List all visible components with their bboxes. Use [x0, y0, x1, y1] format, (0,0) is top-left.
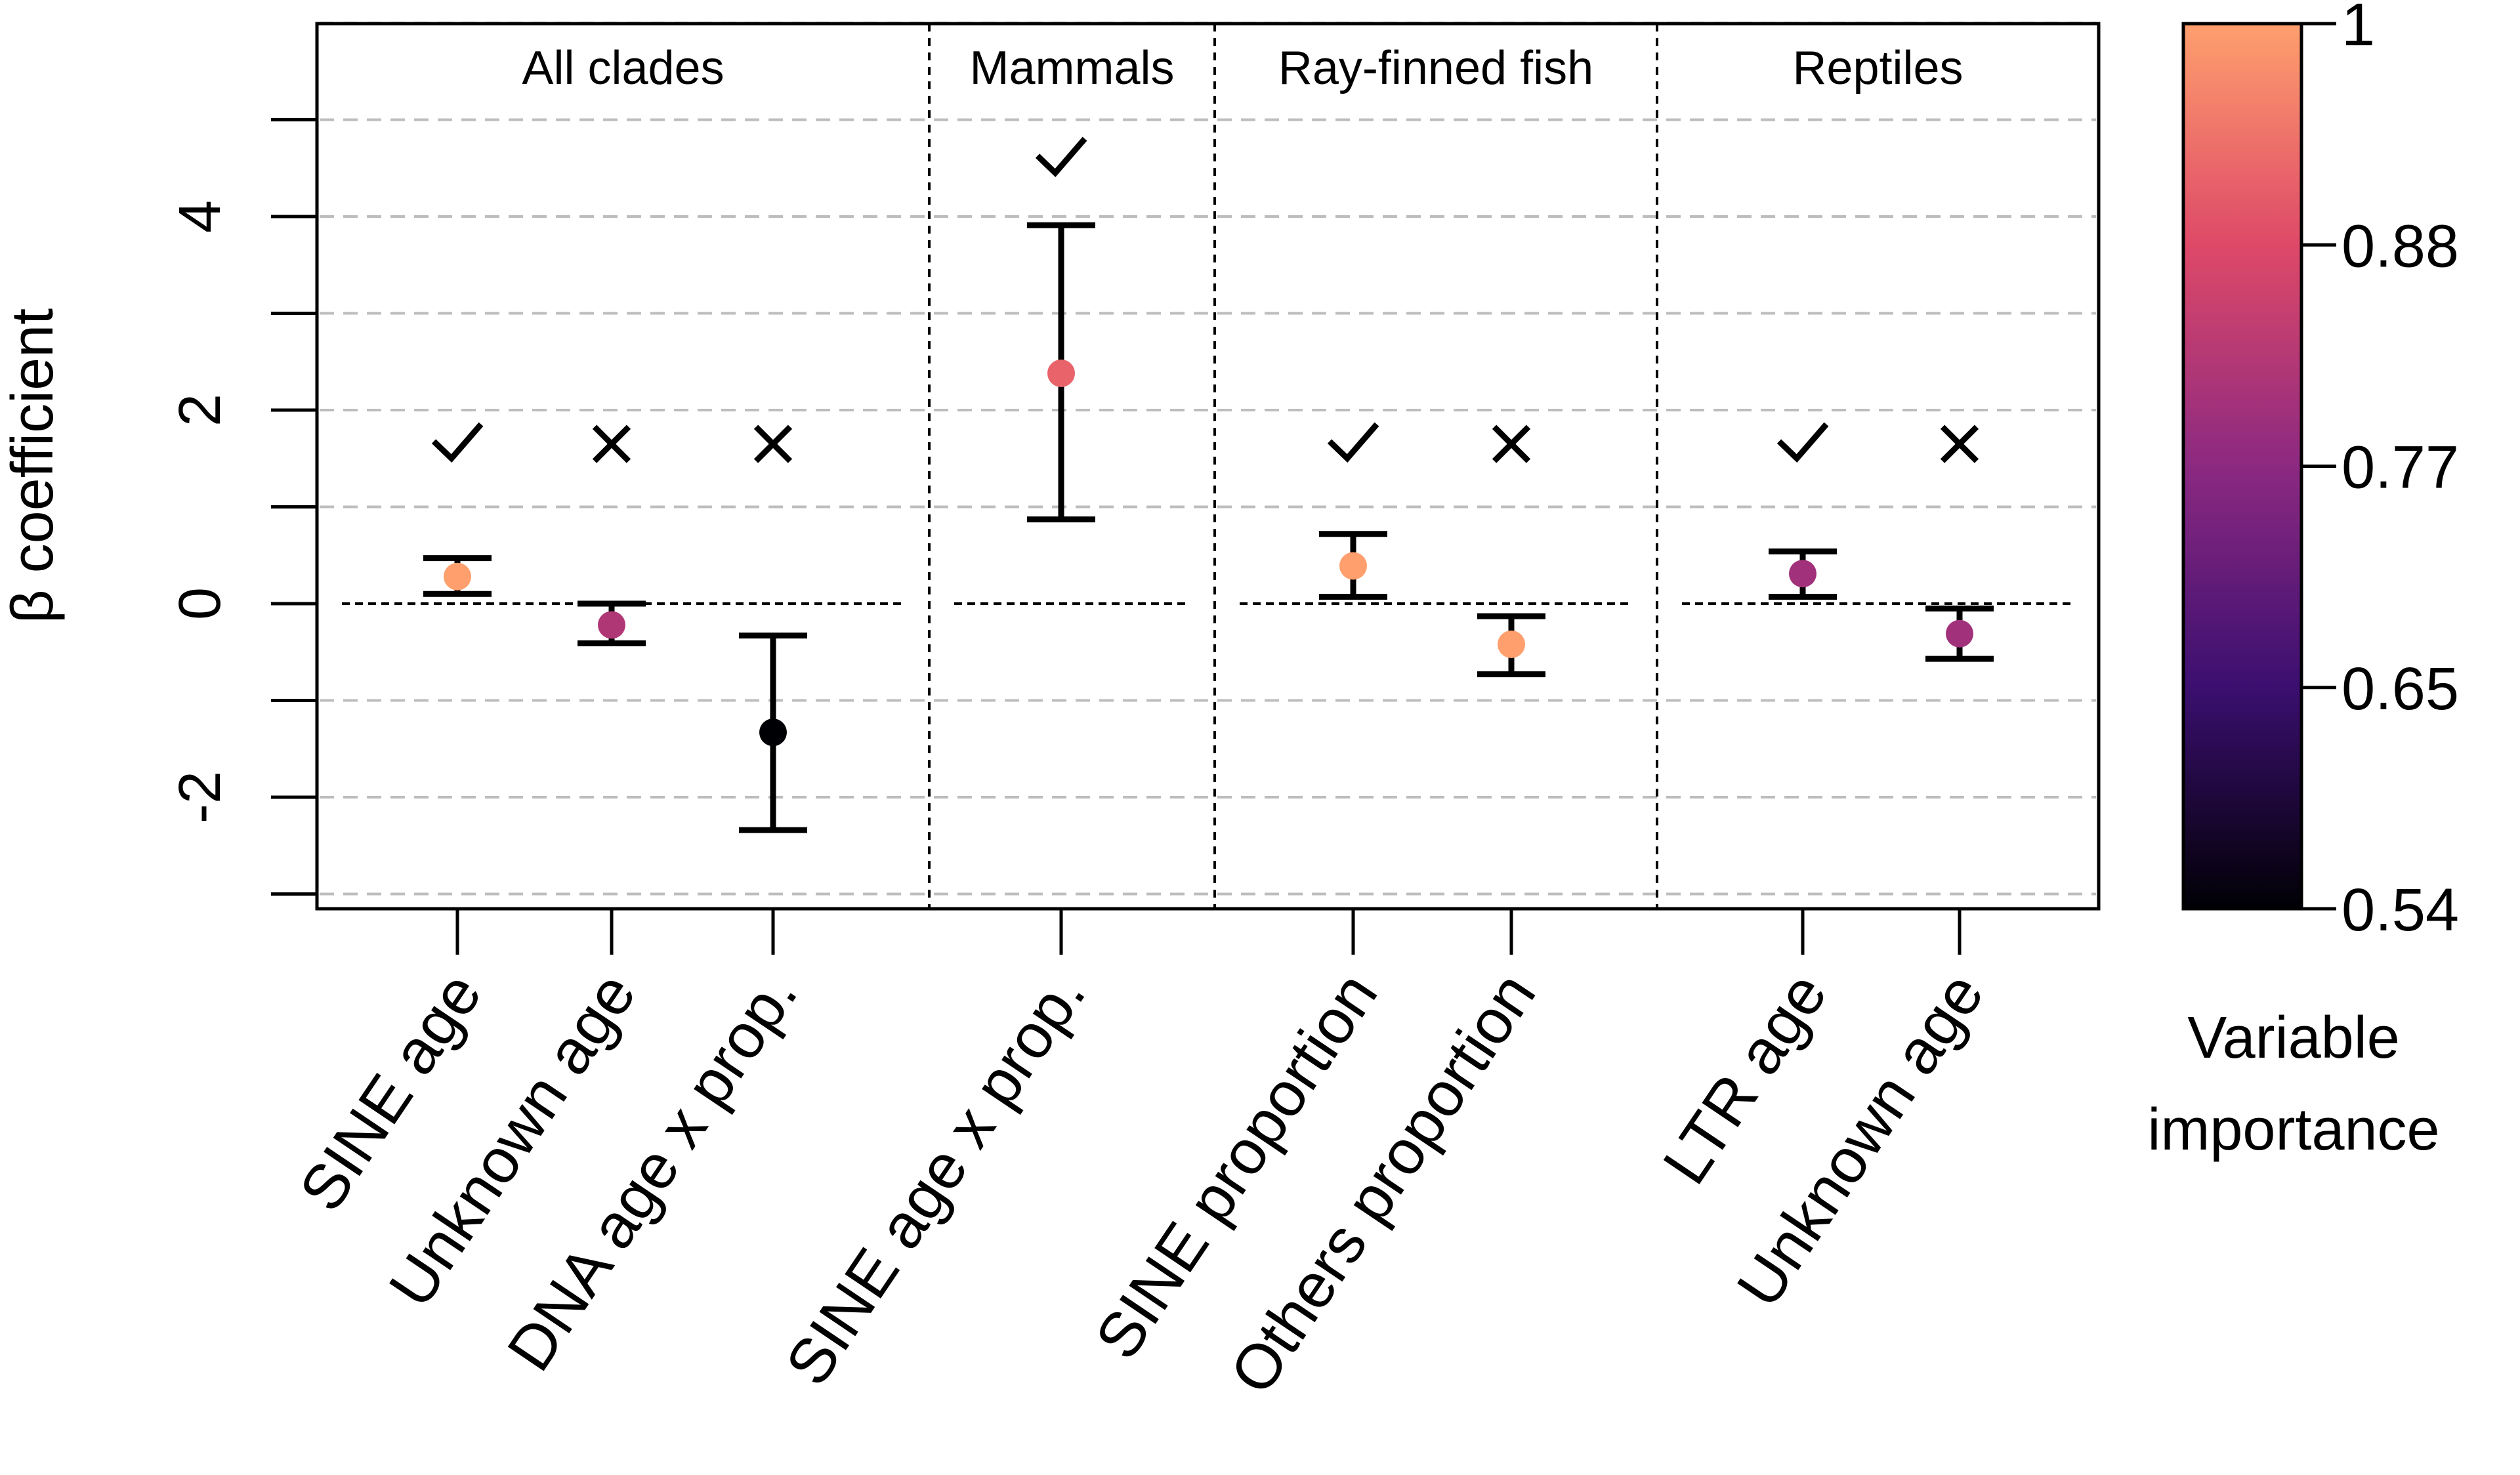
panel-dividers: All clades Mammals Ray-finned fish Reptiles — [342, 24, 2074, 909]
significance-check-icon — [431, 422, 484, 463]
significance-check-icon — [1327, 422, 1379, 463]
non-significance-cross-icon — [1940, 425, 1979, 463]
colorbar-tick-label: 0.88 — [2342, 213, 2459, 280]
non-significance-cross-icon — [753, 425, 793, 463]
y-axis-label: β coefficient — [0, 308, 66, 623]
significance-check-icon — [1035, 136, 1087, 178]
y-tick-label: -2 — [167, 771, 233, 823]
grid-lines — [320, 22, 2096, 896]
plot-frame — [315, 22, 2101, 911]
colorbar-bar — [2181, 22, 2303, 911]
estimate-point — [1047, 359, 1075, 387]
non-significance-cross-icon — [1492, 425, 1531, 463]
colorbar-tick-label: 1 — [2342, 0, 2375, 58]
estimate-point — [1789, 560, 1816, 588]
colorbar-title-line2: importance — [2147, 1097, 2439, 1163]
colorbar-title-line1: Variable — [2187, 1005, 2400, 1071]
y-tick-label: 4 — [167, 200, 233, 233]
panel-title: Reptiles — [1792, 42, 1963, 94]
panel-title: All clades — [522, 42, 724, 94]
estimate-point — [1946, 619, 1973, 648]
x-tick-label: SINE age x prop. — [772, 961, 1099, 1398]
significance-check-icon — [1776, 422, 1829, 463]
colorbar-tick-label: 0.54 — [2342, 877, 2459, 944]
colorbar-tick-label: 0.77 — [2342, 434, 2459, 501]
estimate-point — [444, 562, 471, 591]
x-tick-label: SINE proportion — [1082, 961, 1391, 1371]
colorbar-tick-label: 0.65 — [2342, 655, 2459, 722]
estimate-point — [1498, 630, 1525, 658]
non-significance-cross-icon — [592, 425, 631, 463]
estimate-point — [1339, 552, 1367, 580]
chart-marks — [423, 136, 1994, 833]
y-tick-label: 2 — [167, 394, 233, 426]
panel-title: Mammals — [969, 42, 1174, 94]
y-tick-label: 0 — [167, 587, 233, 620]
y-axis: -2 0 2 4 — [167, 118, 317, 896]
colorbar: Variable importance 1 0.88 0.77 0.65 0.54 — [2147, 0, 2459, 1163]
estimate-point — [759, 718, 787, 747]
x-tick-label: DNA age x prop. — [494, 961, 811, 1383]
panel-title: Ray-finned fish — [1278, 42, 1593, 94]
estimate-point — [598, 611, 625, 639]
